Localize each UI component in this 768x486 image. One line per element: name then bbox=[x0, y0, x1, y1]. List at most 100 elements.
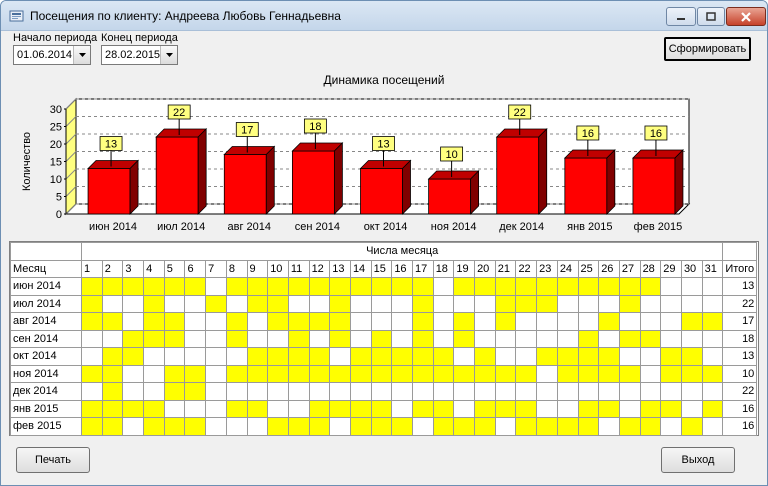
table-row[interactable]: сен 2014 18 bbox=[10, 329, 758, 348]
empty-day-cell bbox=[701, 329, 724, 348]
empty-day-cell bbox=[163, 347, 186, 366]
y-gridline-side bbox=[65, 203, 77, 215]
empty-day-cell bbox=[267, 329, 289, 348]
generate-report-button[interactable]: Сформировать bbox=[664, 37, 751, 61]
empty-day-cell bbox=[515, 347, 538, 366]
visit-day-cell bbox=[391, 277, 413, 296]
empty-day-cell bbox=[432, 382, 455, 401]
table-row[interactable]: янв 2015 16 bbox=[10, 399, 758, 418]
y-tick-label: 0 bbox=[56, 209, 62, 221]
table-row[interactable]: июл 2014 22 bbox=[10, 294, 758, 313]
start-period-value: 01.06.2014 bbox=[17, 49, 73, 61]
visit-day-cell bbox=[370, 277, 393, 296]
maximize-button[interactable] bbox=[697, 7, 725, 26]
empty-day-cell bbox=[701, 417, 724, 436]
visit-day-cell bbox=[412, 294, 434, 313]
day-column-header: 31 bbox=[701, 259, 724, 278]
visit-day-cell bbox=[101, 364, 124, 383]
visit-day-cell bbox=[287, 312, 310, 331]
visit-day-cell bbox=[515, 294, 538, 313]
empty-day-cell bbox=[184, 399, 207, 418]
visit-day-cell bbox=[308, 347, 331, 366]
print-button[interactable]: Печать bbox=[16, 447, 90, 473]
visit-day-cell bbox=[391, 347, 413, 366]
table-row[interactable]: июн 2014 13 bbox=[10, 277, 758, 296]
empty-day-cell bbox=[267, 399, 289, 418]
empty-day-cell bbox=[577, 382, 600, 401]
visit-day-cell bbox=[680, 364, 703, 383]
empty-day-cell bbox=[225, 294, 248, 313]
bar-side bbox=[129, 159, 139, 215]
close-button[interactable] bbox=[726, 7, 766, 26]
visit-day-cell bbox=[432, 417, 455, 436]
visit-day-cell bbox=[101, 399, 124, 418]
empty-day-cell bbox=[453, 294, 476, 313]
visit-day-cell bbox=[412, 312, 434, 331]
visit-day-cell bbox=[453, 329, 476, 348]
empty-day-cell bbox=[660, 329, 682, 348]
table-row[interactable]: окт 2014 13 bbox=[10, 347, 758, 366]
visit-day-cell bbox=[412, 399, 434, 418]
visit-day-cell bbox=[308, 364, 331, 383]
visit-day-cell bbox=[246, 399, 269, 418]
report-icon bbox=[9, 10, 24, 22]
bar-top bbox=[155, 128, 208, 138]
visit-day-cell bbox=[660, 347, 682, 366]
empty-day-cell bbox=[225, 347, 248, 366]
table-row[interactable]: фев 2015 16 bbox=[10, 417, 758, 436]
empty-day-cell bbox=[246, 382, 269, 401]
empty-day-cell bbox=[122, 382, 145, 401]
day-column-header: 26 bbox=[598, 259, 620, 278]
bar-top bbox=[631, 149, 684, 159]
empty-day-cell bbox=[287, 382, 310, 401]
visit-day-cell bbox=[163, 329, 186, 348]
y-tick-label: 25 bbox=[50, 122, 62, 134]
empty-day-cell bbox=[412, 382, 434, 401]
empty-day-cell bbox=[349, 294, 372, 313]
empty-day-cell bbox=[205, 312, 227, 331]
empty-day-cell bbox=[184, 329, 207, 348]
visit-day-cell bbox=[184, 382, 207, 401]
day-column-header: 7 bbox=[205, 259, 227, 278]
table-row[interactable]: авг 2014 17 bbox=[10, 312, 758, 331]
chevron-down-icon[interactable] bbox=[160, 46, 177, 64]
x-tick-label: июл 2014 bbox=[157, 221, 205, 233]
visit-day-cell bbox=[536, 347, 558, 366]
empty-day-cell bbox=[246, 312, 269, 331]
day-column-header: 29 bbox=[660, 259, 682, 278]
data-label: 13 bbox=[105, 139, 117, 151]
y-gridline-side bbox=[65, 186, 77, 197]
chevron-down-icon[interactable] bbox=[73, 46, 90, 64]
day-column-header: 16 bbox=[391, 259, 413, 278]
table-row[interactable]: ноя 2014 10 bbox=[10, 364, 758, 383]
start-period-select[interactable]: 01.06.2014 bbox=[13, 45, 91, 65]
bar bbox=[291, 150, 335, 215]
bar bbox=[223, 154, 267, 215]
empty-day-cell bbox=[432, 329, 455, 348]
visit-day-cell bbox=[701, 364, 724, 383]
visit-day-cell bbox=[122, 347, 145, 366]
visit-day-cell bbox=[639, 329, 662, 348]
empty-day-cell bbox=[205, 364, 227, 383]
end-period-value: 28.02.2015 bbox=[105, 49, 161, 61]
bar-side bbox=[402, 159, 411, 215]
visit-day-cell bbox=[453, 364, 476, 383]
minimize-button[interactable] bbox=[666, 7, 696, 26]
empty-day-cell bbox=[143, 382, 165, 401]
data-label: 16 bbox=[582, 128, 594, 140]
visit-day-cell bbox=[101, 382, 124, 401]
day-column-header: 19 bbox=[453, 259, 476, 278]
minimize-icon bbox=[677, 17, 685, 20]
table-row[interactable]: дек 2014 22 bbox=[10, 382, 758, 401]
end-period-select[interactable]: 28.02.2015 bbox=[101, 45, 178, 65]
day-column-header: 11 bbox=[287, 259, 310, 278]
empty-day-cell bbox=[701, 294, 724, 313]
total-cell: 13 bbox=[722, 347, 758, 366]
empty-day-cell bbox=[680, 329, 703, 348]
visits-chart: Динамика посещений 0 5 10 15 20 25 30 Количеств… bbox=[9, 69, 759, 241]
visit-day-cell bbox=[391, 417, 413, 436]
empty-day-cell bbox=[101, 294, 124, 313]
bar-top bbox=[427, 170, 480, 180]
month-cell: авг 2014 bbox=[10, 312, 82, 331]
exit-button[interactable]: Выход bbox=[661, 447, 735, 473]
